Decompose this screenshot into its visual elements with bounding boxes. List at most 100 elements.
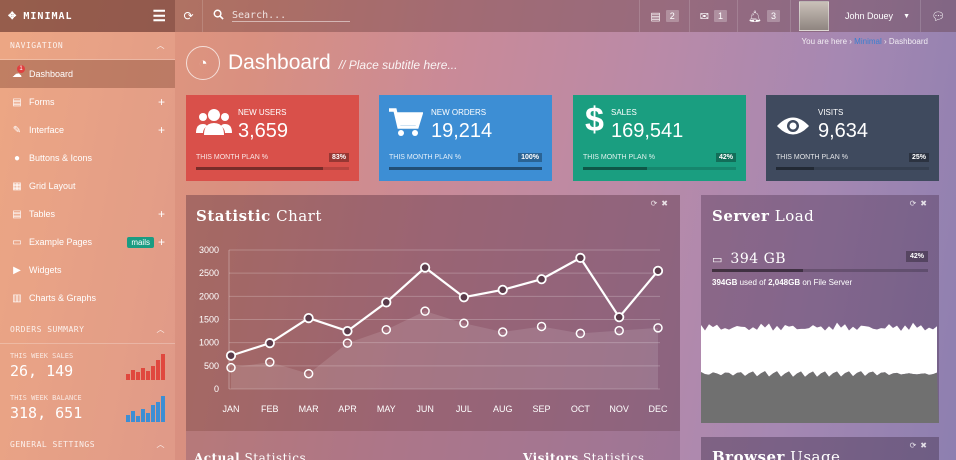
y-tick-label: 1500: [199, 315, 219, 325]
brand[interactable]: ✥ MINIMAL ☰: [0, 0, 175, 32]
y-tick-label: 2000: [199, 291, 219, 301]
search-input[interactable]: [232, 10, 350, 22]
card-plan-label: THIS MONTH PLAN %: [583, 154, 655, 161]
card-percent: 100%: [518, 153, 542, 162]
week-sales-sparkline: [126, 352, 165, 380]
breadcrumb-separator-icon: ›: [849, 37, 855, 46]
new-users-card: NEW USERS 3,659 THIS MONTH PLAN % 83%: [186, 95, 359, 181]
title-rest: Statistics: [582, 451, 645, 460]
x-tick-label: JUL: [456, 404, 472, 414]
statistic-chart-panel: ⟳✖ Statistic Chart 0 500 1000 1500 2000 2500 3…: [186, 195, 680, 431]
title-bold: Actual: [194, 451, 241, 460]
x-tick-label: NOV: [609, 404, 629, 414]
page-header: ◔ Dashboard // Place subtitle here...: [186, 46, 457, 80]
sidebar-item-label: Buttons & Icons: [29, 153, 93, 163]
sidebar-item-tables[interactable]: ▤ Tables +: [0, 200, 175, 228]
spark-bar: [141, 409, 145, 422]
title-bold: Browser: [712, 448, 785, 460]
expand-plus-icon[interactable]: +: [157, 235, 165, 249]
server-progress-bar: [712, 269, 928, 272]
series-2-point: [614, 325, 624, 336]
spark-bar: [141, 368, 145, 380]
visits-card: VISITS 9,634 THIS MONTH PLAN % 25%: [766, 95, 939, 181]
series-1-point: [458, 292, 470, 303]
spark-bar: [136, 372, 140, 380]
server-progress-fill: [712, 269, 803, 272]
actual-statistics-title: Actual Statistics: [194, 451, 306, 460]
spark-bar: [151, 366, 155, 380]
notification-badge: 1: [17, 65, 25, 73]
week-balance-value: 318, 651: [10, 404, 83, 422]
menu-toggle-icon[interactable]: ☰: [152, 8, 167, 25]
week-sales-label: THIS WEEK SALES: [10, 352, 74, 360]
sidebar-item-charts[interactable]: ▥ Charts & Graphs: [0, 284, 175, 312]
dollar-icon: $: [585, 101, 604, 139]
used-suffix: on File Server: [802, 278, 853, 287]
brand-name: MINIMAL: [23, 10, 73, 22]
tasks-button[interactable]: ▤ 2: [639, 0, 688, 32]
desktop-icon: ▭: [12, 236, 22, 248]
cart-icon: [389, 107, 424, 144]
series-1-point: [419, 262, 431, 273]
spark-bar: [161, 396, 165, 422]
mail-count: 1: [714, 10, 728, 22]
expand-plus-icon[interactable]: +: [157, 207, 165, 221]
refresh-icon[interactable]: ⟳: [175, 0, 203, 32]
user-menu[interactable]: John Douey ▼: [790, 0, 920, 32]
chat-icon[interactable]: 💬︎: [920, 0, 956, 32]
card-plan-label: THIS MONTH PLAN %: [196, 154, 268, 161]
series-1-point: [536, 274, 547, 285]
x-tick-label: JAN: [222, 404, 239, 414]
dashboard-icon: ☁: [12, 68, 22, 80]
x-tick-label: SEP: [533, 404, 551, 414]
close-icon[interactable]: ✖: [920, 199, 931, 208]
series-2-point: [342, 338, 353, 348]
alerts-button[interactable]: 🔔︎ 3: [737, 0, 790, 32]
orders-summary-heading-label: ORDERS SUMMARY: [10, 325, 85, 334]
sidebar-item-grid-layout[interactable]: ▦ Grid Layout: [0, 172, 175, 200]
navigation-heading[interactable]: NAVIGATION ︿: [0, 32, 175, 60]
expand-plus-icon[interactable]: +: [157, 123, 165, 137]
series-1-point: [381, 297, 392, 308]
title-rest: Load: [774, 207, 815, 225]
spark-bar: [146, 371, 150, 380]
tasks-icon: ▤: [650, 10, 661, 23]
refresh-icon[interactable]: ⟳: [909, 441, 921, 450]
series-2-area: [231, 311, 658, 389]
orders-summary-heading[interactable]: ORDERS SUMMARY ︿: [0, 316, 175, 344]
dashboard-gauge-icon: ◔: [186, 46, 220, 80]
panel-tools: ⟳✖: [910, 199, 931, 208]
new-orders-card: NEW ORDERS 19,214 THIS MONTH PLAN % 100%: [379, 95, 552, 181]
card-percent: 42%: [715, 153, 736, 162]
general-settings-heading[interactable]: GENERAL SETTINGS ︿: [0, 430, 175, 458]
breadcrumb-link[interactable]: Minimal: [854, 37, 882, 46]
sidebar-item-example-pages[interactable]: ▭ Example Pages mails +: [0, 228, 175, 256]
server-usage-text: 394GB used of 2,048GB on File Server: [712, 278, 852, 287]
refresh-icon[interactable]: ⟳: [650, 199, 662, 208]
sidebar-item-widgets[interactable]: ▶ Widgets: [0, 256, 175, 284]
tint-icon: ●: [13, 152, 21, 164]
sidebar-item-label: Tables: [29, 209, 56, 219]
expand-plus-icon[interactable]: +: [157, 95, 165, 109]
total-value: 2,048GB: [768, 278, 801, 287]
storage-value: 394 GB: [730, 251, 787, 267]
close-icon[interactable]: ✖: [661, 199, 672, 208]
used-of: used of: [739, 278, 766, 287]
series-1-point: [652, 265, 664, 276]
chevron-up-icon: ︿: [156, 439, 165, 449]
sidebar-item-interface[interactable]: ✎ Interface +: [0, 116, 175, 144]
table-icon: ▤: [12, 208, 22, 220]
close-icon[interactable]: ✖: [920, 441, 931, 450]
sidebar-item-buttons-icons[interactable]: ● Buttons & Icons: [0, 144, 175, 172]
card-progress-fill: [583, 167, 648, 170]
sidebar-item-forms[interactable]: ▤ Forms +: [0, 88, 175, 116]
page-title: Dashboard: [228, 51, 331, 74]
sidebar-item-label: Example Pages: [29, 237, 93, 247]
sidebar-item-dashboard[interactable]: ☁ 1 Dashboard: [0, 60, 175, 88]
series-1-point: [497, 284, 508, 295]
refresh-icon[interactable]: ⟳: [909, 199, 921, 208]
search-icon: [213, 9, 224, 23]
y-tick-label: 500: [204, 361, 219, 371]
mail-button[interactable]: ✉ 1: [688, 0, 737, 32]
series-1-point: [342, 325, 353, 337]
